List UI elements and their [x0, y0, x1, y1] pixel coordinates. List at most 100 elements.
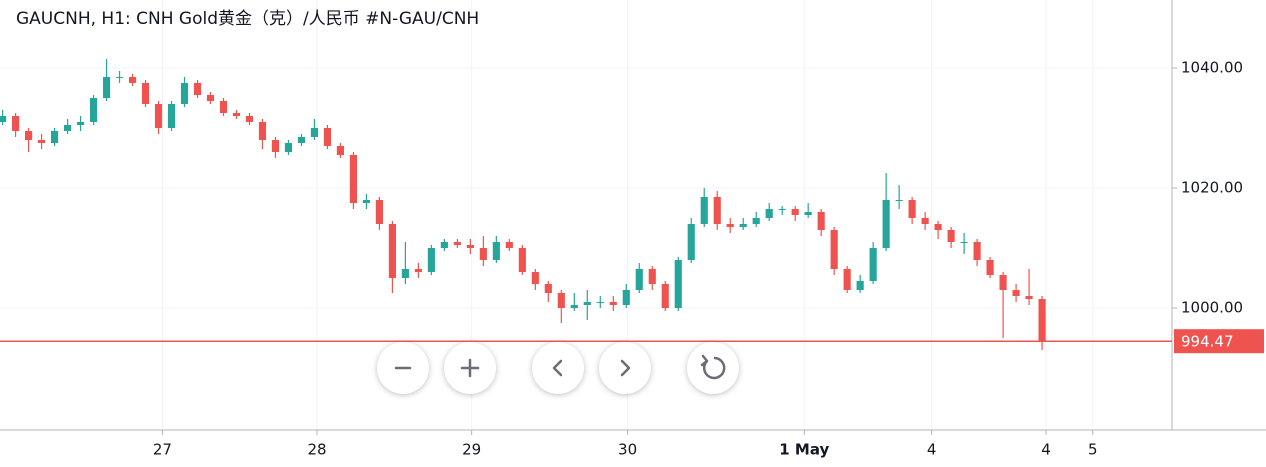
candle-body — [193, 82, 202, 95]
candle-body — [726, 224, 734, 228]
chart-title: GAUCNH, H1: CNH Gold黄金（克）/人民币 #N-GAU/CNH — [16, 9, 479, 29]
candle-body — [466, 245, 474, 249]
candle-body — [570, 305, 578, 309]
candle-body — [115, 76, 124, 78]
x-tick-label: 27 — [153, 441, 172, 459]
scroll-right-button[interactable] — [599, 342, 651, 394]
candle-body — [765, 208, 773, 219]
candle-body — [401, 269, 409, 279]
candle-body — [518, 248, 526, 273]
candle-body — [232, 112, 241, 116]
x-tick-label: 4 — [927, 441, 937, 459]
last-price-label: 994.47 — [1181, 333, 1234, 351]
candle-body — [882, 199, 890, 249]
candle-body — [999, 275, 1007, 291]
grid — [0, 0, 1172, 430]
candle-body — [479, 248, 487, 261]
candle-body — [700, 196, 708, 225]
candle-body — [245, 115, 254, 122]
candle-body — [336, 145, 344, 155]
candle-body — [986, 260, 994, 276]
x-tick-label: 4 — [1041, 441, 1051, 459]
candle-body — [791, 208, 799, 215]
candle-body — [206, 94, 215, 101]
last-price-box — [1174, 329, 1264, 354]
candle-body — [310, 127, 319, 137]
candle-body — [609, 302, 617, 306]
candle-body — [856, 281, 864, 291]
candle-body — [375, 199, 383, 225]
scroll-left-button[interactable] — [532, 342, 584, 394]
y-tick-label: 1040.00 — [1181, 58, 1243, 76]
candle-body — [557, 293, 565, 309]
candle-body — [141, 82, 150, 104]
y-tick-label: 1000.00 — [1181, 299, 1243, 317]
x-tick-label: 29 — [462, 441, 481, 459]
candle-body — [830, 230, 838, 270]
candle-body — [921, 218, 929, 225]
candle-body — [362, 199, 370, 203]
candle-body — [0, 115, 7, 122]
candles — [0, 58, 1046, 351]
candle-body — [739, 224, 747, 228]
candle-body — [843, 269, 851, 291]
candle-body — [219, 100, 228, 113]
x-tick-label: 5 — [1088, 441, 1098, 459]
candle-body — [89, 97, 98, 122]
y-tick-label: 1020.00 — [1181, 178, 1243, 196]
candle-body — [12, 115, 20, 131]
x-tick-label: 1 May — [779, 441, 829, 459]
candle-body — [1038, 299, 1046, 342]
candle-body — [492, 242, 500, 261]
candle-body — [38, 139, 46, 143]
candle-body — [544, 284, 552, 294]
candle-body — [50, 130, 59, 143]
candle-body — [713, 196, 721, 225]
zoom-in-button[interactable] — [444, 342, 496, 394]
candle-body — [154, 103, 163, 128]
candle-body — [895, 199, 903, 201]
candle-body — [323, 127, 332, 146]
candle-body — [635, 269, 643, 291]
candle-body — [102, 76, 111, 98]
candle-body — [622, 290, 630, 306]
candle-body — [661, 284, 669, 309]
reset-button[interactable] — [687, 342, 739, 394]
candle-body — [817, 211, 825, 231]
candle-body — [869, 248, 877, 282]
candle-body — [947, 230, 955, 243]
candle-body — [1025, 296, 1033, 300]
candle-body — [674, 260, 682, 309]
candle-body — [1012, 290, 1020, 297]
candle-body — [973, 242, 981, 261]
x-tick-label: 28 — [307, 441, 326, 459]
candle-body — [505, 242, 513, 249]
x-tick-label: 30 — [618, 441, 637, 459]
candle-body — [934, 224, 942, 231]
candle-body — [349, 154, 357, 203]
candle-body — [778, 208, 786, 210]
candle-body — [687, 224, 695, 261]
candle-body — [531, 272, 539, 285]
candle-body — [297, 136, 306, 143]
zoom-out-button[interactable] — [377, 342, 429, 394]
candle-body — [258, 121, 267, 140]
candle-body — [596, 302, 604, 304]
candle-body — [804, 211, 812, 215]
candle-body — [25, 130, 33, 140]
candle-body — [752, 218, 760, 225]
candle-body — [583, 302, 591, 306]
candle-body — [167, 103, 176, 128]
candle-body — [960, 242, 968, 244]
candle-body — [414, 269, 422, 273]
candle-body — [76, 121, 85, 125]
candle-body — [128, 76, 137, 83]
candle-body — [427, 248, 435, 273]
candle-body — [440, 242, 448, 249]
candle-body — [648, 269, 656, 285]
candle-body — [271, 139, 280, 152]
candle-body — [388, 224, 396, 279]
candle-body — [453, 242, 461, 246]
candle-body — [63, 124, 72, 131]
